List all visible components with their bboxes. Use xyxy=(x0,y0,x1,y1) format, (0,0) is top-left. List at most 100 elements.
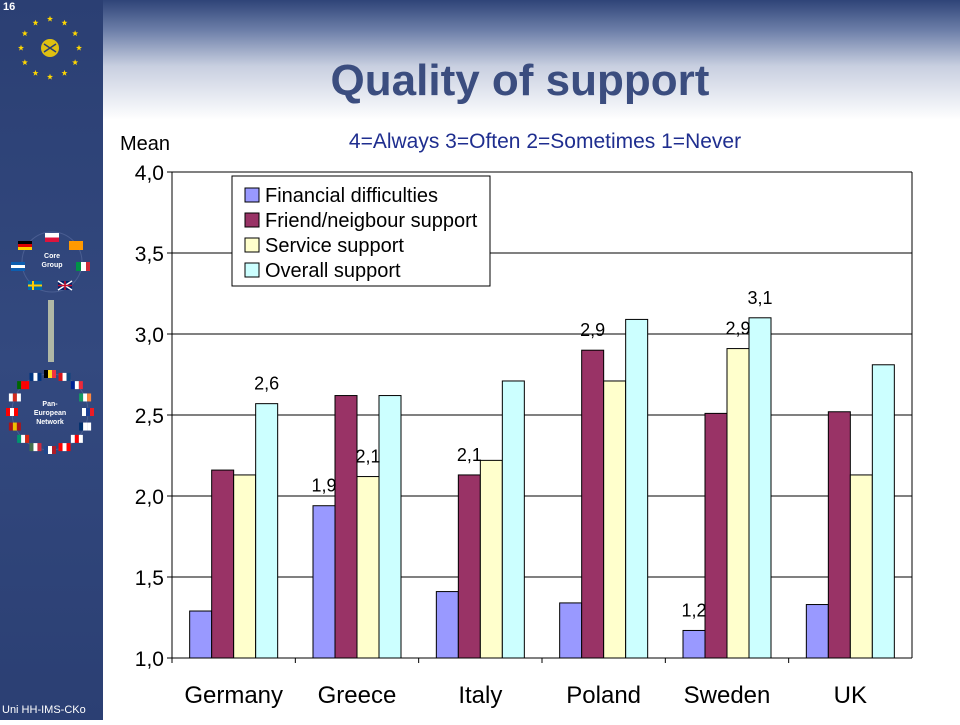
flag-icon xyxy=(25,434,30,443)
bar-sweden-series-2 xyxy=(726,348,750,659)
bar-poland-series-2 xyxy=(603,380,627,659)
bar-germany-series-1 xyxy=(211,469,235,659)
flag-icon xyxy=(44,446,48,454)
bar-uk-series-3 xyxy=(871,364,895,659)
bar-poland-series-0 xyxy=(559,602,583,659)
chart-subtitle: 4=Always 3=Often 2=Sometimes 1=Never xyxy=(348,130,742,153)
bar-greece-series-1 xyxy=(334,395,358,659)
bar-italy-series-0 xyxy=(435,591,459,659)
legend-item-label: Financial difficulties xyxy=(265,185,438,207)
flag-icon xyxy=(48,370,52,378)
legend-swatch xyxy=(244,187,260,203)
page-title: Quality of support xyxy=(330,56,710,105)
star-icon xyxy=(18,44,24,51)
bar-uk-series-2 xyxy=(849,474,873,659)
title-band xyxy=(103,0,960,120)
data-label: 2,6 xyxy=(254,374,279,394)
flag-icon xyxy=(16,393,21,402)
data-label: 2,1 xyxy=(355,447,380,467)
flag-icon xyxy=(83,393,88,402)
flag-icon xyxy=(33,372,38,381)
x-tick-label: Poland xyxy=(566,682,641,709)
legend-swatch xyxy=(244,262,260,278)
network-label-line2: European xyxy=(34,410,66,417)
flag-icon xyxy=(79,393,84,402)
data-label: 1,9 xyxy=(311,476,336,496)
flag-icon xyxy=(16,422,21,431)
flag-icon xyxy=(17,381,22,390)
star-icon xyxy=(76,44,82,51)
flag-icon xyxy=(14,408,18,416)
bar-italy-series-1 xyxy=(457,474,481,659)
network-label-line3: Network xyxy=(36,419,64,426)
legend: Financial difficulties Friend/neigbour su… xyxy=(231,175,491,287)
flag-icon xyxy=(62,443,67,452)
star-icon xyxy=(72,30,79,37)
star-icon xyxy=(32,69,39,76)
flag-icon xyxy=(29,443,34,452)
y-axis-label: Mean xyxy=(120,133,170,155)
flag-icon xyxy=(78,434,83,443)
legend-item-label: Service support xyxy=(265,235,404,257)
flag-icon xyxy=(74,434,79,443)
y-tick-label: 3,0 xyxy=(135,324,164,347)
core-group-label-line1: Core xyxy=(44,253,60,260)
flag-icon xyxy=(52,446,56,454)
data-label: 2,1 xyxy=(457,445,482,465)
x-tick-label: Germany xyxy=(184,682,283,709)
flag-icon xyxy=(33,443,38,452)
flag-icon xyxy=(62,372,67,381)
flag-icon xyxy=(12,393,17,402)
legend-swatch xyxy=(244,237,260,253)
core-group-label-line2: Group xyxy=(42,262,63,269)
star-icon xyxy=(32,19,39,26)
flag-icon xyxy=(37,372,42,381)
star-icon xyxy=(47,15,53,22)
y-tick-label: 3,5 xyxy=(135,243,164,266)
flag-icon xyxy=(87,393,92,402)
footer-text: Uni HH-IMS-CKo xyxy=(2,704,86,716)
flag-icon xyxy=(8,422,13,431)
data-label: 2,9 xyxy=(580,320,605,340)
bar-greece-series-3 xyxy=(378,395,402,659)
y-tick-label: 1,5 xyxy=(135,567,164,590)
flag-icon xyxy=(58,372,63,381)
bar-germany-series-0 xyxy=(189,610,213,659)
bar-italy-series-2 xyxy=(479,459,503,659)
flag-icon xyxy=(48,446,52,454)
x-tick-label: UK xyxy=(834,682,867,709)
core-group-icon: Core Group xyxy=(11,231,90,293)
flag-icon xyxy=(79,422,84,431)
bar-greece-series-2 xyxy=(356,476,380,659)
star-icon xyxy=(21,30,28,37)
flag-icon xyxy=(70,434,75,443)
bar-poland-series-1 xyxy=(581,349,605,659)
bar-germany-series-3 xyxy=(255,403,279,659)
bar-sweden-series-1 xyxy=(704,412,728,659)
flag-icon xyxy=(74,381,79,390)
legend-item-label: Friend/neigbour support xyxy=(265,210,478,232)
star-icon xyxy=(21,59,28,66)
flag-icon xyxy=(12,422,17,431)
network-label-line1: Pan- xyxy=(42,401,58,408)
bar-uk-series-1 xyxy=(827,411,851,659)
flag-icon xyxy=(25,381,30,390)
sidebar-graphics: Core Group Pan- European Network xyxy=(6,15,94,454)
flag-icon xyxy=(6,408,10,416)
x-tick-label: Greece xyxy=(318,682,397,709)
flag-icon xyxy=(83,422,88,431)
flag-icon xyxy=(66,443,71,452)
flag-icon xyxy=(87,422,92,431)
flag-icon xyxy=(21,434,26,443)
star-icon xyxy=(61,19,68,26)
legend-box xyxy=(231,175,491,287)
data-label: 3,1 xyxy=(747,288,772,308)
y-tick-label: 1,0 xyxy=(135,648,164,671)
flag-icon xyxy=(17,434,22,443)
star-icon xyxy=(47,73,53,80)
flag-icon xyxy=(86,408,90,416)
bar-italy-series-3 xyxy=(501,380,525,659)
y-tick-label: 2,0 xyxy=(135,486,164,509)
